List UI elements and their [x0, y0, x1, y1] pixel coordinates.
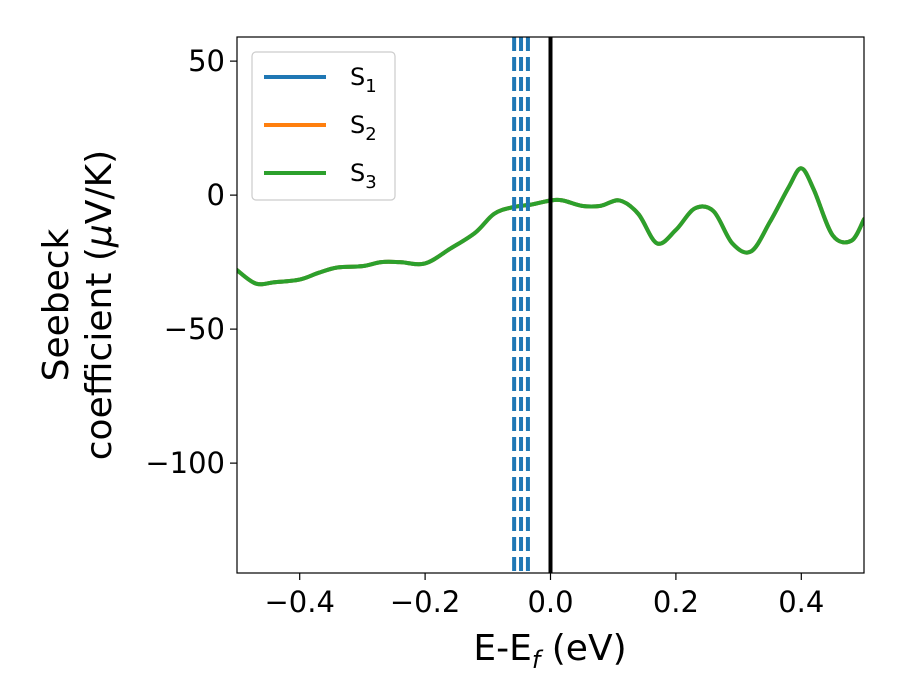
x-tick-label: 0.4 [778, 585, 824, 619]
x-axis-title: E-Ef (eV) [473, 628, 626, 674]
y-axis-title-line2: coefficient (μV/K) [79, 150, 120, 460]
legend-label-s1: S1 [350, 63, 377, 97]
y-tick-label: −100 [145, 446, 225, 480]
y-axis-title: Seebeck coefficient (μV/K) [36, 150, 120, 460]
plot-area [237, 37, 864, 573]
x-tick-label: 0.0 [527, 585, 573, 619]
y-tick-label: 0 [207, 178, 225, 212]
x-tick-label: −0.2 [390, 585, 460, 619]
legend-label-s3: S3 [350, 159, 377, 193]
axes: −0.4 −0.2 0.0 0.2 0.4 50 0 −50 −100 [145, 36, 865, 619]
y-tick-label: −50 [164, 312, 225, 346]
legend: S1 S2 S3 [251, 51, 396, 201]
x-tick-label: 0.2 [653, 585, 699, 619]
x-tick-label: −0.4 [264, 585, 334, 619]
series-line-s3 [237, 166, 864, 287]
y-axis-title-line1: Seebeck [36, 228, 77, 381]
legend-label-s2: S2 [350, 111, 377, 145]
y-tick-label: 50 [188, 44, 225, 78]
